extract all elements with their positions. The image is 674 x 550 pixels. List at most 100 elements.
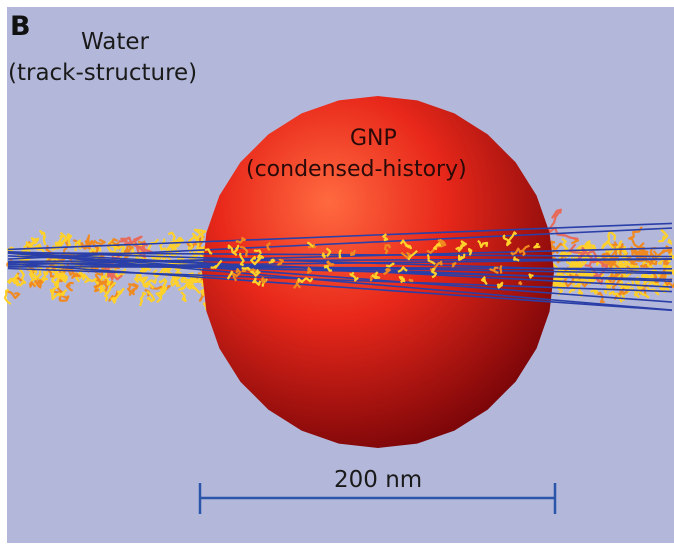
electron-track bbox=[233, 244, 240, 254]
electron-track bbox=[397, 266, 408, 273]
electron-track bbox=[187, 228, 207, 253]
electron-track bbox=[307, 241, 315, 248]
primary-track-line bbox=[7, 252, 673, 311]
electron-track bbox=[3, 288, 12, 305]
electron-track bbox=[510, 247, 523, 256]
electron-track bbox=[137, 273, 149, 288]
electron-track bbox=[533, 242, 541, 249]
scale-bar-label: 200 nm bbox=[334, 467, 423, 493]
electron-track bbox=[385, 262, 395, 268]
electron-track bbox=[371, 271, 381, 280]
electron-track bbox=[586, 249, 609, 285]
electron-track bbox=[260, 276, 267, 284]
electron-track bbox=[82, 234, 100, 255]
electron-track bbox=[323, 264, 333, 272]
electron-track bbox=[499, 265, 503, 274]
electron-track bbox=[455, 246, 463, 253]
electron-track bbox=[204, 248, 213, 255]
electron-track bbox=[146, 290, 156, 303]
electron-track bbox=[565, 254, 578, 266]
electron-track bbox=[94, 278, 108, 289]
electron-track bbox=[142, 278, 157, 290]
electron-track bbox=[135, 241, 153, 259]
electron-track bbox=[559, 237, 569, 260]
electron-track bbox=[81, 274, 97, 284]
electron-track bbox=[467, 248, 473, 256]
electron-track bbox=[134, 273, 141, 283]
electron-track bbox=[238, 252, 245, 267]
electron-track bbox=[51, 292, 62, 301]
primary-track-line bbox=[7, 251, 673, 274]
primary-tracks bbox=[7, 222, 673, 312]
electron-track bbox=[77, 267, 86, 279]
electron-track bbox=[433, 241, 442, 251]
electron-track bbox=[293, 281, 301, 289]
electron-track bbox=[150, 285, 171, 291]
primary-track-line bbox=[7, 227, 673, 260]
secondary-electron-tracks-front bbox=[204, 231, 541, 289]
electron-track bbox=[382, 233, 389, 242]
electron-track bbox=[528, 273, 534, 279]
electron-track bbox=[426, 254, 436, 266]
electron-track bbox=[7, 276, 19, 287]
electron-track bbox=[33, 274, 38, 281]
electron-track bbox=[431, 267, 438, 279]
electron-track bbox=[506, 231, 518, 247]
electron-track bbox=[39, 229, 47, 246]
electron-track bbox=[660, 248, 673, 255]
electron-track bbox=[158, 278, 168, 290]
electron-track bbox=[226, 270, 234, 280]
primary-track-line bbox=[7, 222, 673, 251]
electron-track bbox=[550, 240, 556, 247]
electron-track bbox=[268, 258, 276, 264]
primary-track-line bbox=[7, 267, 673, 293]
electron-track bbox=[241, 267, 257, 273]
electron-track bbox=[496, 281, 504, 289]
primary-track-line bbox=[7, 258, 673, 268]
electron-track bbox=[173, 269, 182, 280]
electron-track bbox=[108, 290, 119, 302]
electron-track bbox=[235, 237, 247, 244]
electron-track bbox=[249, 268, 261, 277]
electron-track bbox=[59, 289, 68, 297]
panel-letter: B bbox=[10, 11, 31, 42]
electron-track bbox=[277, 258, 284, 266]
electron-track bbox=[123, 244, 134, 256]
electron-track bbox=[489, 266, 499, 274]
electron-track bbox=[155, 287, 168, 304]
electron-track bbox=[185, 241, 197, 248]
electron-track bbox=[590, 288, 600, 295]
electron-track bbox=[6, 290, 21, 300]
electron-track bbox=[657, 228, 669, 243]
electron-track bbox=[103, 291, 109, 302]
electron-track bbox=[350, 249, 357, 257]
electron-track bbox=[65, 281, 74, 292]
electron-track bbox=[28, 272, 35, 286]
electron-track bbox=[600, 240, 616, 252]
electron-track bbox=[63, 233, 73, 247]
electron-track bbox=[325, 247, 332, 258]
primary-track-line bbox=[7, 251, 673, 303]
electron-track bbox=[407, 249, 418, 261]
electron-track bbox=[326, 260, 335, 267]
electron-track bbox=[252, 277, 262, 286]
electron-track bbox=[127, 285, 136, 296]
electron-track bbox=[110, 287, 125, 304]
electron-track bbox=[29, 281, 37, 288]
electron-track bbox=[384, 244, 391, 255]
electron-track bbox=[451, 262, 457, 268]
electron-track bbox=[560, 250, 572, 258]
electron-track bbox=[518, 281, 523, 286]
electron-track bbox=[457, 253, 466, 261]
electron-track bbox=[398, 275, 406, 284]
electron-track bbox=[178, 283, 191, 291]
electron-track bbox=[253, 249, 263, 255]
electron-track bbox=[93, 238, 106, 246]
electron-track bbox=[180, 291, 187, 302]
electron-track bbox=[383, 267, 391, 276]
electron-track bbox=[139, 291, 147, 307]
electron-track bbox=[167, 231, 178, 244]
electron-track bbox=[608, 290, 623, 303]
electron-track bbox=[307, 243, 317, 249]
